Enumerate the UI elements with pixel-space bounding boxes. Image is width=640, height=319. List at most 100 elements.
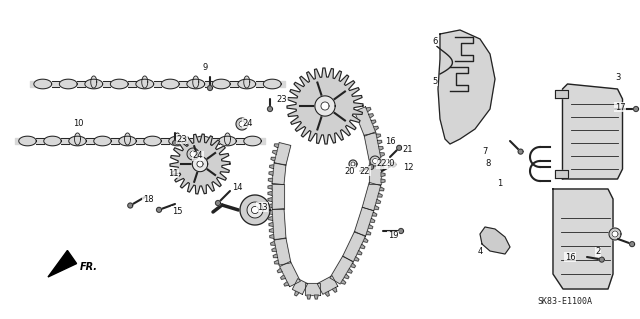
Polygon shape <box>399 228 403 234</box>
Polygon shape <box>74 133 81 145</box>
Polygon shape <box>363 238 368 242</box>
Polygon shape <box>340 279 346 284</box>
Polygon shape <box>372 159 378 164</box>
Polygon shape <box>366 231 371 235</box>
Text: 5: 5 <box>433 77 438 85</box>
Polygon shape <box>219 136 236 146</box>
Text: 24: 24 <box>243 118 253 128</box>
Polygon shape <box>280 275 285 279</box>
Text: SK83-E1100A: SK83-E1100A <box>538 296 593 306</box>
Polygon shape <box>344 274 349 279</box>
Polygon shape <box>292 278 308 294</box>
Polygon shape <box>187 148 199 160</box>
Polygon shape <box>125 133 131 145</box>
Polygon shape <box>271 157 275 161</box>
Polygon shape <box>207 85 212 91</box>
Polygon shape <box>216 201 220 205</box>
Polygon shape <box>275 260 279 264</box>
Text: 14: 14 <box>232 182 243 191</box>
Polygon shape <box>317 276 338 294</box>
Polygon shape <box>376 199 381 203</box>
Polygon shape <box>284 282 289 286</box>
Polygon shape <box>630 241 635 247</box>
Polygon shape <box>263 79 281 89</box>
Text: 16: 16 <box>385 137 396 145</box>
Polygon shape <box>193 76 199 88</box>
Polygon shape <box>239 121 245 127</box>
Polygon shape <box>119 136 136 146</box>
Polygon shape <box>364 133 381 160</box>
Polygon shape <box>374 126 378 130</box>
Polygon shape <box>187 79 205 89</box>
Polygon shape <box>378 140 382 144</box>
Polygon shape <box>366 108 371 112</box>
Polygon shape <box>351 162 355 166</box>
Text: 12: 12 <box>403 162 413 172</box>
Polygon shape <box>247 202 263 218</box>
Text: 8: 8 <box>485 160 491 168</box>
Polygon shape <box>19 136 36 146</box>
Polygon shape <box>175 133 180 145</box>
Polygon shape <box>197 161 203 167</box>
Polygon shape <box>169 136 186 146</box>
Polygon shape <box>268 204 272 208</box>
Polygon shape <box>268 107 273 112</box>
Polygon shape <box>321 102 329 110</box>
Polygon shape <box>85 79 102 89</box>
Polygon shape <box>349 160 357 168</box>
Text: 19: 19 <box>388 232 398 241</box>
Polygon shape <box>110 79 128 89</box>
Polygon shape <box>252 206 259 214</box>
Polygon shape <box>68 136 86 146</box>
Polygon shape <box>240 195 270 225</box>
Polygon shape <box>518 149 523 154</box>
Polygon shape <box>272 163 286 185</box>
Polygon shape <box>192 156 208 172</box>
Polygon shape <box>370 218 375 222</box>
Polygon shape <box>554 90 568 98</box>
Polygon shape <box>269 234 274 238</box>
Polygon shape <box>554 170 568 178</box>
Polygon shape <box>277 268 282 273</box>
Text: 20: 20 <box>385 160 396 168</box>
Polygon shape <box>272 209 286 239</box>
Text: 2: 2 <box>595 248 600 256</box>
Polygon shape <box>369 159 381 184</box>
Polygon shape <box>94 136 111 146</box>
Polygon shape <box>161 79 179 89</box>
Polygon shape <box>357 250 362 255</box>
Polygon shape <box>368 225 373 229</box>
Polygon shape <box>342 231 365 262</box>
Polygon shape <box>271 241 275 245</box>
Polygon shape <box>194 136 211 146</box>
Polygon shape <box>397 145 402 150</box>
Text: 18: 18 <box>143 195 154 204</box>
Polygon shape <box>268 211 273 214</box>
Polygon shape <box>330 256 353 284</box>
Polygon shape <box>269 222 273 226</box>
Text: 15: 15 <box>172 206 182 216</box>
Polygon shape <box>380 153 385 157</box>
Polygon shape <box>141 76 148 88</box>
Polygon shape <box>371 120 376 124</box>
Polygon shape <box>480 227 510 254</box>
Text: 24: 24 <box>193 152 204 160</box>
Polygon shape <box>379 146 383 151</box>
Polygon shape <box>391 162 396 167</box>
Text: 22: 22 <box>360 167 371 175</box>
Text: 20: 20 <box>345 167 355 175</box>
Polygon shape <box>60 79 77 89</box>
Polygon shape <box>380 187 384 191</box>
Text: 1: 1 <box>497 179 502 188</box>
Polygon shape <box>381 167 385 170</box>
Text: 6: 6 <box>432 36 438 46</box>
Polygon shape <box>44 136 61 146</box>
Polygon shape <box>369 114 373 118</box>
Polygon shape <box>307 295 311 299</box>
Polygon shape <box>314 295 318 299</box>
Polygon shape <box>268 198 272 202</box>
Polygon shape <box>274 238 291 265</box>
Polygon shape <box>372 212 377 216</box>
Polygon shape <box>355 107 376 136</box>
Polygon shape <box>348 269 352 273</box>
